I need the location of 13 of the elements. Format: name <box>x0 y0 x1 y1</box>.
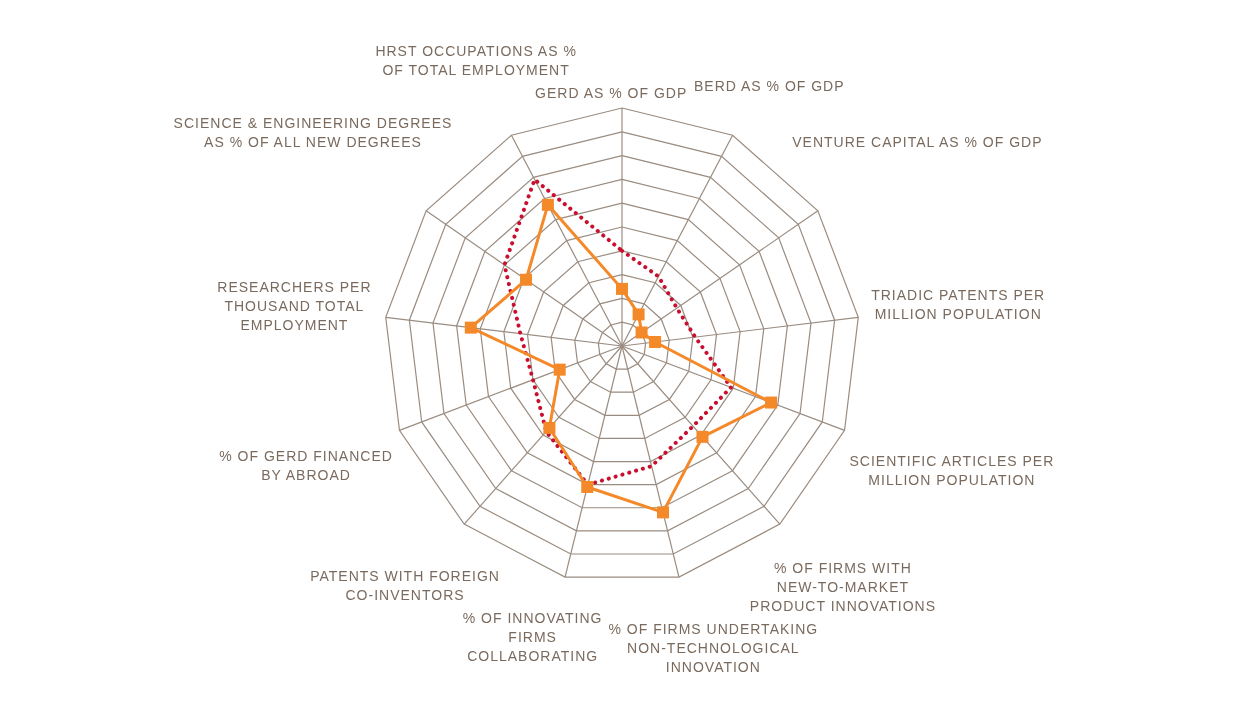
spoke-label: HRST OCCUPATIONS AS % OF TOTAL EMPLOYMENT <box>375 43 577 79</box>
spoke-label: PATENTS WITH FOREIGN CO-INVENTORS <box>310 567 500 603</box>
spoke-label: % OF GERD FINANCED BY ABROAD <box>219 448 393 484</box>
spoke-label: BERD AS % OF GDP <box>693 77 845 94</box>
spoke-label: SCIENTIFIC ARTICLES PER MILLION POPULATION <box>849 453 1055 489</box>
spoke-label: GERD AS % OF GDP <box>535 85 688 102</box>
spoke-label: % OF INNOVATING FIRMS COLLABORATING <box>462 609 603 664</box>
spoke-label: % OF FIRMS WITH NEW-TO-MARKET PRODUCT INNOVATIONS <box>749 559 937 614</box>
spoke-label: TRIADIC PATENTS PER MILLION POPULATION <box>871 287 1046 323</box>
spoke-label: % OF FIRMS UNDERTAKING NON-TECHNOLOGICAL INNOVATION <box>608 620 819 675</box>
spoke-label: VENTURE CAPITAL AS % OF GDP <box>792 133 1043 150</box>
spoke-label: SCIENCE & ENGINEERING DEGREES AS % OF ALL NEW DEGREES <box>173 114 453 150</box>
spoke-label: RESEARCHERS PER THOUSAND TOTAL EMPLOYMENT <box>217 278 372 333</box>
